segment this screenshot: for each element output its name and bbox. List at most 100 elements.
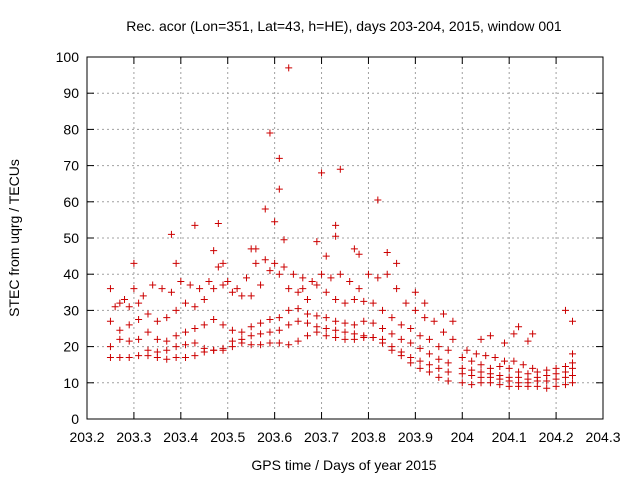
data-point-marker: [228, 337, 236, 345]
data-point-marker: [416, 357, 424, 365]
data-point-marker: [285, 341, 293, 349]
data-point-marker: [191, 325, 199, 332]
data-point-marker: [332, 221, 340, 229]
data-point-marker: [360, 332, 368, 340]
data-point-marker: [153, 317, 161, 325]
data-point-marker: [163, 355, 171, 363]
y-tick-label: 80: [63, 121, 79, 137]
data-point-marker: [275, 314, 283, 322]
data-point-marker: [271, 259, 279, 267]
data-point-marker: [116, 326, 124, 334]
data-point-marker: [257, 319, 265, 327]
data-point-marker: [322, 332, 330, 340]
data-point-marker: [393, 259, 401, 267]
data-point-marker: [275, 185, 283, 193]
data-point-marker: [397, 321, 405, 329]
data-point-marker: [172, 353, 180, 361]
data-point-marker: [191, 339, 199, 347]
data-point-marker: [167, 230, 175, 238]
data-point-marker: [515, 368, 523, 376]
data-point-marker: [116, 299, 124, 307]
data-point-marker: [425, 368, 433, 376]
data-point-marker: [303, 296, 311, 304]
data-point-marker: [106, 353, 114, 361]
data-point-marker: [210, 346, 218, 354]
y-tick-label: 90: [63, 85, 79, 101]
data-point-marker: [313, 323, 321, 331]
data-point-marker: [186, 281, 194, 289]
data-point-marker: [440, 310, 448, 318]
data-point-marker: [416, 344, 424, 352]
data-point-marker: [224, 277, 232, 285]
data-point-marker: [350, 321, 358, 329]
data-point-marker: [515, 323, 523, 331]
data-point-marker: [341, 328, 349, 336]
data-point-marker: [379, 325, 387, 332]
data-point-marker: [106, 343, 114, 351]
data-point-marker: [444, 368, 452, 376]
data-point-marker: [529, 330, 537, 338]
data-point-marker: [121, 296, 129, 304]
data-point-marker: [191, 352, 199, 360]
x-tick-label: 203.5: [210, 429, 245, 445]
data-point-marker: [569, 359, 577, 367]
data-point-marker: [510, 330, 518, 338]
data-point-marker: [472, 350, 480, 358]
x-tick-label: 204.1: [492, 429, 527, 445]
data-point-marker: [552, 382, 560, 390]
data-point-marker: [435, 343, 443, 351]
data-point-marker: [341, 319, 349, 327]
data-point-marker: [280, 263, 288, 271]
x-axis-label: GPS time / Days of year 2015: [251, 457, 436, 473]
data-point-marker: [210, 247, 218, 255]
data-point-marker: [266, 339, 274, 347]
data-point-marker: [407, 353, 415, 361]
data-point-marker: [247, 323, 255, 331]
y-tick-label: 60: [63, 194, 79, 210]
data-point-marker: [350, 245, 358, 253]
data-point-marker: [336, 165, 344, 173]
data-point-marker: [496, 363, 504, 371]
data-point-marker: [299, 285, 307, 293]
data-point-marker: [500, 357, 508, 365]
x-tick-label: 203.9: [398, 429, 433, 445]
data-point-marker: [543, 384, 551, 392]
data-point-marker: [477, 361, 485, 369]
data-point-marker: [205, 277, 213, 285]
data-point-marker: [569, 372, 577, 380]
data-point-marker: [360, 297, 368, 305]
data-point-marker: [200, 344, 208, 352]
data-point-marker: [308, 277, 316, 285]
data-point-marker: [238, 292, 246, 300]
data-point-marker: [228, 326, 236, 334]
data-point-marker: [369, 319, 377, 327]
data-point-marker: [116, 335, 124, 343]
data-point-marker: [425, 350, 433, 358]
data-point-marker: [505, 373, 513, 381]
data-point-marker: [491, 353, 499, 361]
data-point-marker: [322, 314, 330, 322]
data-point-marker: [444, 359, 452, 367]
data-point-marker: [172, 306, 180, 314]
data-point-marker: [303, 310, 311, 318]
x-tick-label: 204.3: [585, 429, 620, 445]
data-point-marker: [458, 379, 466, 387]
data-point-marker: [407, 325, 415, 332]
data-point-marker: [163, 337, 171, 345]
data-point-marker: [350, 330, 358, 338]
data-point-marker: [341, 335, 349, 343]
data-point-marker: [332, 326, 340, 334]
data-point-marker: [411, 288, 419, 296]
data-point-marker: [111, 303, 119, 311]
data-point-marker: [167, 288, 175, 296]
data-point-marker: [233, 285, 241, 293]
data-point-marker: [125, 321, 133, 329]
data-point-marker: [332, 317, 340, 325]
y-tick-label: 20: [63, 339, 79, 355]
data-point-marker: [303, 319, 311, 327]
y-tick-label: 50: [63, 230, 79, 246]
data-point-marker: [369, 299, 377, 307]
data-point-marker: [238, 335, 246, 343]
